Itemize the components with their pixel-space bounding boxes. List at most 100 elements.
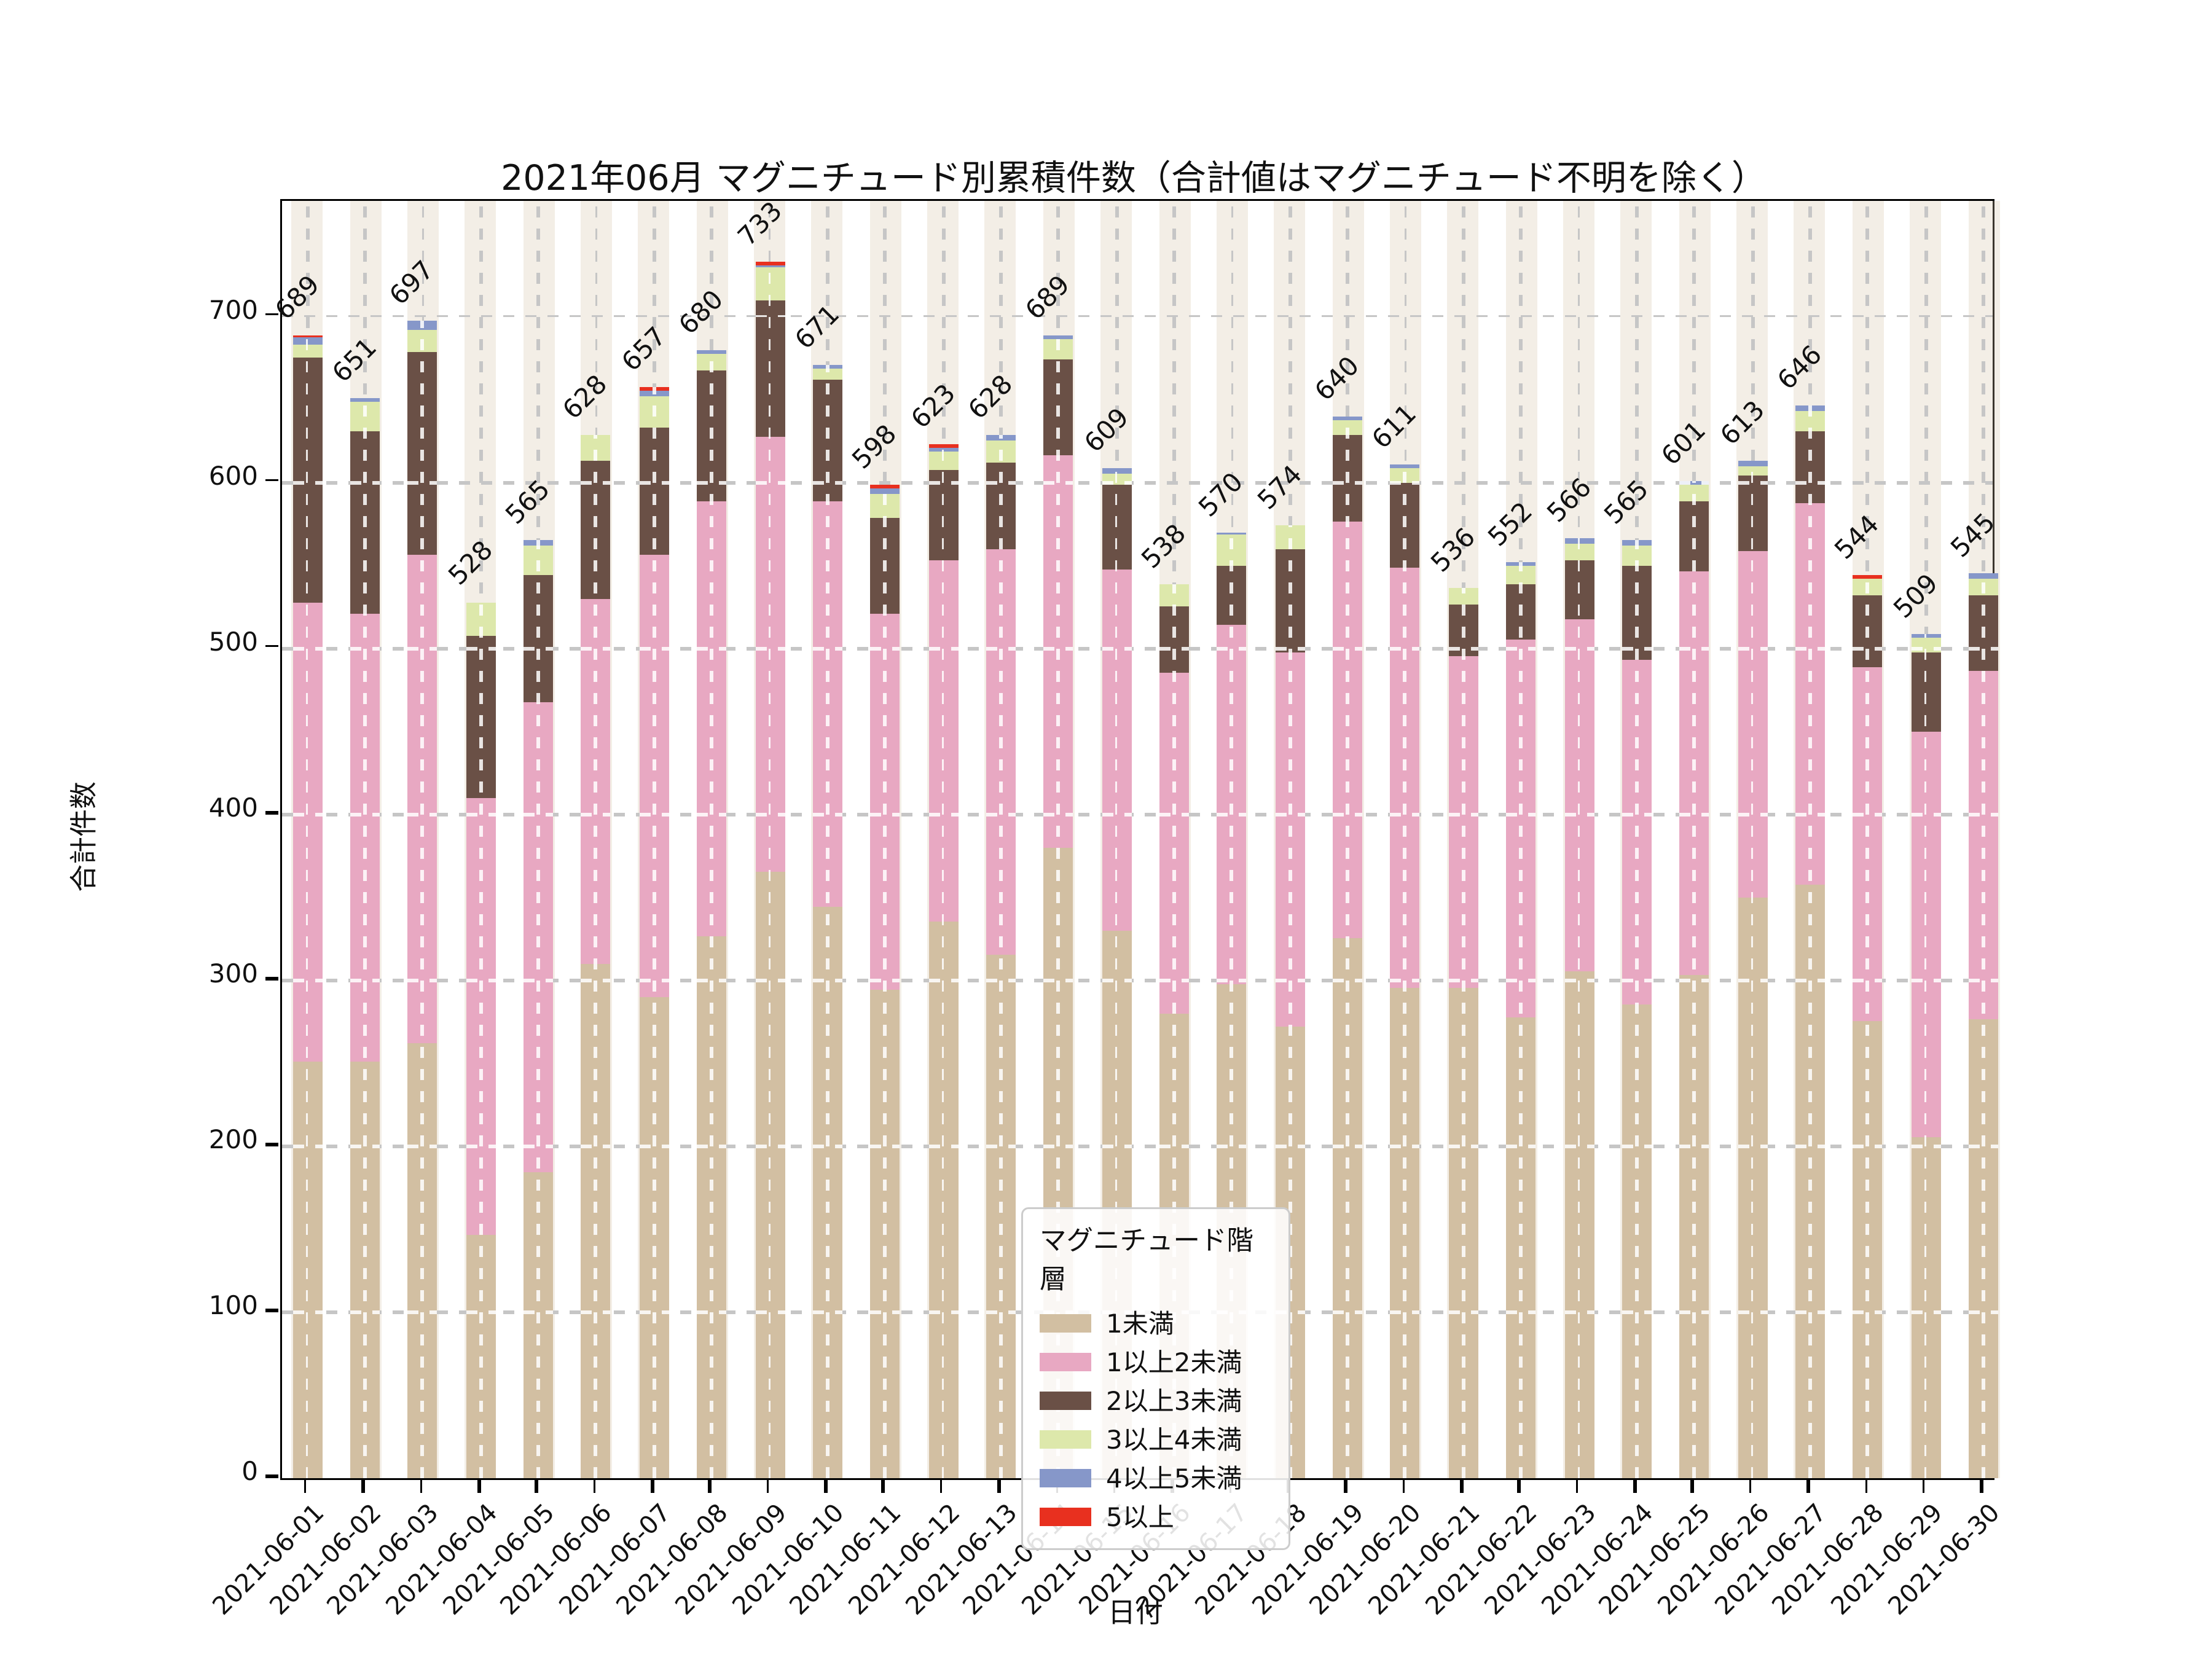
x-tick-mark [1575,1479,1579,1492]
bar-inner-horizontal-dash [1853,1310,1883,1314]
bar-inner-vertical-dash [363,397,367,1478]
bar-inner-horizontal-dash [1333,480,1363,484]
bar-inner-horizontal-dash [1390,1310,1421,1314]
bar-inner-horizontal-dash [1737,812,1767,816]
bar-inner-horizontal-dash [1102,978,1132,982]
bar-inner-horizontal-dash [350,646,380,650]
bar-inner-horizontal-dash [697,1310,727,1314]
legend-swatch-2以上3未満 [1040,1390,1091,1409]
x-tick-mark [304,1479,307,1492]
bar-inner-horizontal-dash [1448,646,1478,650]
bar-inner-horizontal-dash [1217,1144,1247,1148]
legend-item: 3以上4未満 [1040,1419,1272,1458]
legend-item: 1以上2未満 [1040,1342,1272,1380]
horizontal-gridline [282,812,1993,816]
bar-inner-horizontal-dash [1679,978,1709,982]
bar-inner-horizontal-dash [1390,480,1421,484]
bar-inner-horizontal-dash [1737,1310,1767,1314]
bar-inner-horizontal-dash [870,1144,900,1148]
bar-inner-horizontal-dash [292,646,323,650]
bar-inner-horizontal-dash [1564,646,1594,650]
bar-inner-vertical-dash [1924,633,1928,1478]
bar-inner-horizontal-dash [697,646,727,650]
bar-inner-horizontal-dash [1737,1144,1767,1148]
bar-inner-horizontal-dash [292,978,323,982]
bar [1390,464,1421,1478]
bar-inner-horizontal-dash [1043,480,1073,484]
y-tick-label: 0 [241,1458,258,1487]
bar-inner-horizontal-dash [928,646,958,650]
bar-inner-horizontal-dash [1275,1144,1305,1148]
bar [928,444,958,1478]
bar-inner-vertical-dash [1808,405,1812,1478]
bar-inner-horizontal-dash [928,1144,958,1148]
x-tick-mark [1402,1479,1405,1492]
bar-inner-horizontal-dash [697,1144,727,1148]
y-tick-label: 600 [208,461,258,491]
y-tick-label: 100 [208,1291,258,1322]
bar-inner-horizontal-dash [1679,480,1709,484]
bar-inner-horizontal-dash [292,812,323,816]
bar [1679,480,1709,1478]
bar-inner-horizontal-dash [292,1310,323,1314]
bar-inner-horizontal-dash [1969,978,1999,982]
bar-inner-horizontal-dash [1217,812,1247,816]
legend-item-label: 2以上3未満 [1106,1387,1242,1417]
bar-inner-horizontal-dash [639,646,669,650]
bar-inner-horizontal-dash [1622,1144,1652,1148]
bar-inner-horizontal-dash [1159,812,1190,816]
legend-item-label: 1以上2未満 [1106,1348,1242,1378]
bar-inner-horizontal-dash [1564,1310,1594,1314]
bar-inner-horizontal-dash [581,480,611,484]
horizontal-gridline [282,480,1993,484]
x-tick-mark [766,1479,770,1492]
bar-inner-horizontal-dash [639,1310,669,1314]
legend-swatch-1以上2未満 [1040,1352,1091,1371]
bar-inner-vertical-dash [1634,540,1639,1478]
bar-inner-vertical-dash [594,436,598,1478]
bar-inner-horizontal-dash [350,978,380,982]
bar-inner-horizontal-dash [812,978,842,982]
bar-inner-horizontal-dash [581,812,611,816]
legend-item: 5以上 [1040,1497,1272,1535]
bar-inner-horizontal-dash [755,812,785,816]
bar-inner-horizontal-dash [350,1310,380,1314]
plot-area: マグニチュード階層 1未満 1以上2未満 2以上3未満 3以上4未満 4以上5未満 5以上… [270,197,2002,1550]
x-tick-mark [1922,1479,1926,1492]
bar-inner-horizontal-dash [466,1144,496,1148]
x-tick-mark [1633,1479,1637,1492]
bar-inner-horizontal-dash [1679,1144,1709,1148]
bar-inner-horizontal-dash [1969,1144,1999,1148]
bar-inner-horizontal-dash [524,1310,554,1314]
bar [1448,588,1478,1478]
x-tick-mark [1460,1479,1463,1492]
x-tick-mark [535,1479,538,1492]
legend-item: 2以上3未満 [1040,1380,1272,1419]
bar-inner-horizontal-dash [466,978,496,982]
bar-inner-horizontal-dash [350,812,380,816]
bar [466,601,496,1478]
bar [292,334,323,1478]
bar-inner-vertical-dash [1577,538,1581,1478]
legend-item: 4以上5未満 [1040,1458,1272,1497]
bar-inner-horizontal-dash [1390,1144,1421,1148]
bar-inner-vertical-dash [1403,464,1407,1478]
x-tick-mark [1864,1479,1868,1492]
bar-inner-horizontal-dash [870,1310,900,1314]
bar-inner-horizontal-dash [1043,978,1073,982]
legend-item-label: 5以上 [1106,1503,1174,1533]
bar-inner-vertical-dash [710,349,713,1478]
bar [870,485,900,1478]
bar-inner-horizontal-dash [1333,646,1363,650]
bar [1911,633,1941,1478]
y-tick-label: 500 [208,628,258,658]
x-tick-mark [1344,1479,1347,1492]
y-tick-mark [265,644,278,648]
y-tick-label: 200 [208,1126,258,1156]
bar-inner-horizontal-dash [1737,646,1767,650]
bar-inner-horizontal-dash [1333,1144,1363,1148]
bar [581,436,611,1478]
bar-inner-horizontal-dash [1043,1144,1073,1148]
bar-inner-horizontal-dash [1622,646,1652,650]
